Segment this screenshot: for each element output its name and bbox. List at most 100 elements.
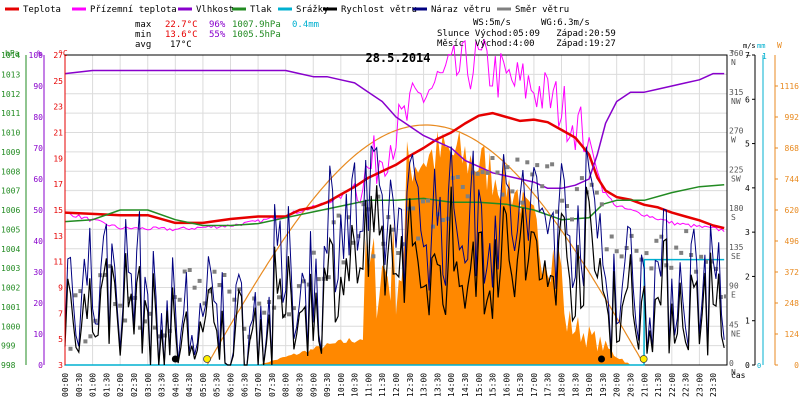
wind-direction-point bbox=[167, 328, 172, 333]
stat-max-rain: 0.4mm bbox=[292, 20, 319, 30]
x-tick-label: 06:00 bbox=[227, 373, 236, 397]
deg-tick-compass: SW bbox=[731, 174, 741, 183]
hpa-tick-label: 999 bbox=[1, 342, 16, 351]
wind-direction-point bbox=[470, 170, 475, 175]
w-tick-label: 0 bbox=[794, 361, 799, 370]
x-tick-label: 18:00 bbox=[558, 373, 567, 397]
wind-direction-point bbox=[123, 318, 128, 323]
wind-direction-point bbox=[485, 170, 490, 175]
x-tick-label: 08:00 bbox=[282, 373, 291, 397]
wind-direction-point bbox=[604, 247, 609, 252]
deg-tick-compass: S bbox=[731, 213, 736, 222]
deg-tick-label: 45 bbox=[729, 320, 739, 329]
wind-direction-point bbox=[426, 198, 430, 203]
wind-direction-point bbox=[525, 160, 530, 165]
wind-direction-point bbox=[108, 264, 113, 269]
c-tick-label: 25 bbox=[53, 77, 63, 86]
stat-max-label: max bbox=[135, 20, 152, 30]
legend-label: Rychlost větru bbox=[341, 5, 417, 15]
c-tick-label: 15 bbox=[53, 206, 63, 215]
pct-tick-label: 30 bbox=[33, 268, 43, 277]
wind-speed-line bbox=[64, 185, 725, 366]
c-tick-label: 13 bbox=[53, 232, 63, 241]
wind-direction-point bbox=[560, 198, 565, 203]
chart-marks bbox=[64, 39, 728, 366]
deg-tick-label: 180 bbox=[729, 204, 744, 213]
moonrise-marker bbox=[171, 355, 179, 363]
wind-direction-point bbox=[495, 170, 500, 175]
c-tick-label: 23 bbox=[53, 103, 63, 112]
wind-direction-point bbox=[599, 202, 604, 207]
hpa-tick-label: 1005 bbox=[1, 225, 20, 234]
ms-tick-label: 6 bbox=[745, 95, 750, 104]
wind-direction-point bbox=[659, 234, 664, 239]
deg-tick-label: 225 bbox=[729, 165, 744, 174]
x-tick-label: 09:30 bbox=[323, 373, 332, 397]
x-tick-label: 05:00 bbox=[199, 373, 208, 397]
wind-direction-point bbox=[113, 302, 118, 306]
wind-direction-point bbox=[371, 254, 376, 259]
wind-direction-point bbox=[699, 254, 704, 259]
deg-tick-compass: N bbox=[731, 368, 736, 377]
wind-direction-point bbox=[654, 238, 659, 243]
wind-direction-point bbox=[143, 319, 147, 324]
w-tick-label: 992 bbox=[785, 113, 800, 122]
wind-direction-point bbox=[416, 236, 421, 241]
wind-direction-point bbox=[88, 334, 93, 339]
wind-direction-point bbox=[152, 325, 157, 330]
info-wg: WG:6.3m/s bbox=[541, 18, 590, 28]
wind-direction-point bbox=[411, 206, 416, 211]
wind-direction-point bbox=[202, 301, 207, 306]
x-tick-label: 16:00 bbox=[502, 373, 511, 397]
wind-direction-point bbox=[535, 163, 540, 168]
deg-tick-compass: NE bbox=[731, 329, 741, 338]
deg-tick-label: 0 bbox=[729, 359, 734, 368]
wind-direction-point bbox=[614, 249, 619, 254]
wind-direction-point bbox=[704, 259, 708, 264]
c-tick-label: 17 bbox=[53, 180, 63, 189]
wind-direction-point bbox=[232, 297, 237, 302]
wind-direction-point bbox=[460, 185, 465, 189]
wind-direction-point bbox=[579, 176, 584, 181]
deg-tick-compass: E bbox=[731, 291, 736, 300]
wind-direction-point bbox=[644, 251, 649, 256]
legend-label: Tlak bbox=[250, 5, 272, 15]
pct-tick-label: 10 bbox=[33, 330, 43, 339]
wind-direction-point bbox=[619, 254, 624, 259]
wind-direction-point bbox=[93, 318, 98, 323]
deg-tick-label: 315 bbox=[729, 88, 744, 97]
w-tick-label: 1116 bbox=[780, 82, 799, 91]
x-tick-label: 00:30 bbox=[75, 373, 84, 397]
wind-direction-point bbox=[545, 164, 550, 169]
x-tick-label: 23:00 bbox=[695, 373, 704, 397]
x-tick-label: 01:30 bbox=[102, 373, 111, 397]
wind-direction-point bbox=[222, 273, 227, 277]
wind-direction-point bbox=[277, 295, 281, 300]
mm-axis-top: 1 bbox=[762, 52, 767, 61]
wind-direction-point bbox=[530, 172, 535, 177]
sunset-marker bbox=[639, 355, 648, 363]
x-tick-label: 08:30 bbox=[295, 373, 304, 397]
pct-tick-label: 20 bbox=[33, 299, 43, 308]
legend-label: Teplota bbox=[23, 5, 61, 15]
pct-tick-label: 60 bbox=[33, 175, 43, 184]
series-line-sr--ky bbox=[65, 258, 725, 366]
wind-direction-point bbox=[694, 269, 699, 274]
wind-direction-point bbox=[346, 215, 351, 220]
pct-tick-label: 40 bbox=[33, 237, 43, 246]
wind-direction-point bbox=[574, 187, 579, 192]
hpa-tick-label: 1008 bbox=[1, 167, 20, 176]
x-tick-label: 07:30 bbox=[268, 373, 277, 397]
moonset-marker bbox=[597, 355, 605, 363]
x-tick-label: 02:00 bbox=[116, 373, 125, 397]
wind-direction-point bbox=[555, 209, 560, 214]
wind-direction-point bbox=[366, 207, 371, 212]
c-tick-label: 19 bbox=[53, 154, 63, 163]
wind-direction-point bbox=[515, 157, 520, 162]
w-tick-label: 744 bbox=[785, 175, 800, 184]
wind-direction-point bbox=[649, 266, 654, 271]
x-tick-label: 20:30 bbox=[626, 373, 635, 397]
wind-direction-point bbox=[664, 263, 669, 268]
hpa-tick-label: 1000 bbox=[1, 322, 20, 331]
